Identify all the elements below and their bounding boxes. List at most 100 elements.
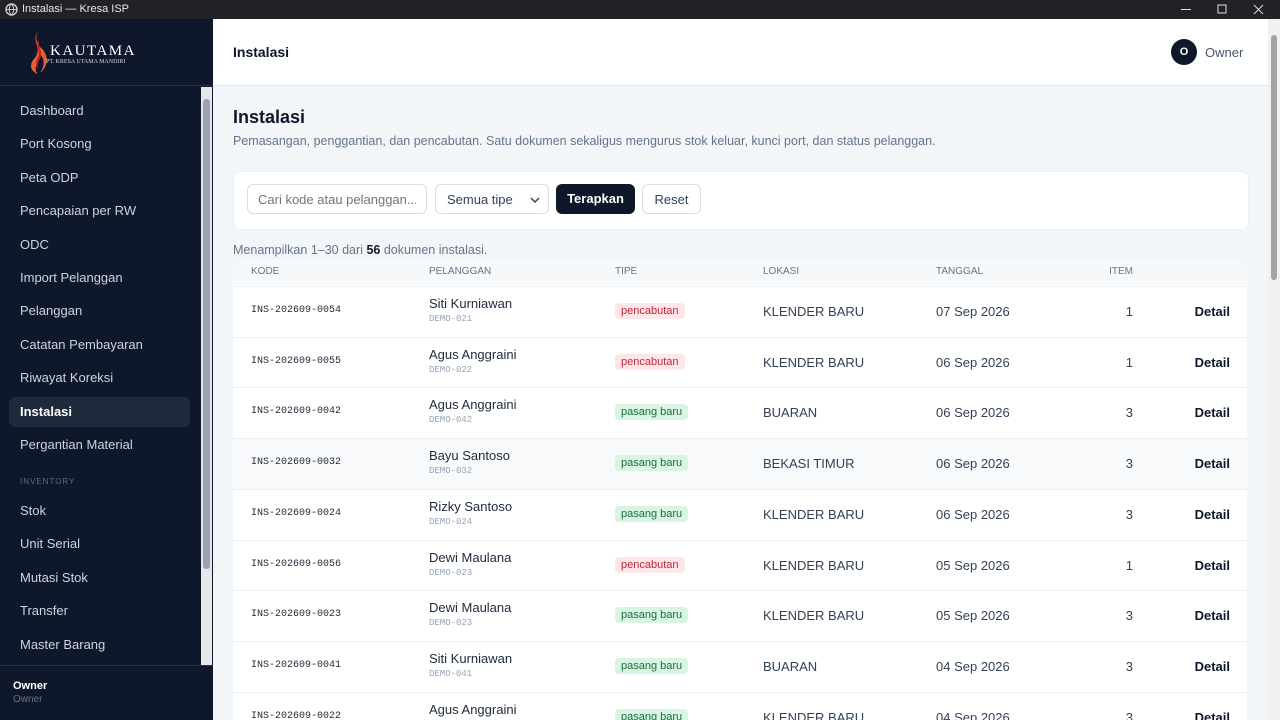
table-row[interactable] [233, 691, 1247, 720]
divider [0, 665, 213, 666]
date: 06 Sep 2026 [936, 405, 1010, 421]
item-count: 3 [1125, 405, 1133, 421]
page-scrollbar[interactable] [1268, 19, 1280, 720]
location: KLENDER BARU [763, 304, 865, 319]
install-code: INS-202609-0023 [251, 609, 342, 621]
header-user[interactable]: Owner [1205, 45, 1244, 60]
install-code: INS-202609-0054 [251, 305, 342, 316]
user-name: Owner [13, 680, 48, 692]
customer-code: DEMO-023 [429, 618, 473, 629]
table-row[interactable] [233, 640, 1247, 692]
install-code: INS-202609-0055 [251, 355, 342, 367]
nav-item[interactable]: Port Kosong [20, 136, 92, 152]
location: KLENDER BARU [763, 608, 865, 624]
column-header: PELANGGAN [429, 266, 492, 277]
customer-name: Rizky Santoso [429, 498, 513, 514]
nav-item[interactable]: Peta ODP [20, 169, 79, 185]
type-badge: pencabutan [615, 556, 685, 573]
apply-button[interactable]: Terapkan [556, 184, 635, 214]
customer-code: DEMO-024 [429, 516, 473, 527]
type-select[interactable]: Semua tipe [435, 184, 549, 214]
nav-item[interactable]: Instalasi [9, 396, 190, 427]
detail-link[interactable]: Detail [1194, 405, 1230, 421]
install-code: INS-202609-0022 [251, 710, 342, 720]
location: KLENDER BARU [763, 506, 865, 522]
detail-link[interactable]: Detail [1194, 658, 1230, 674]
item-count: 3 [1125, 608, 1133, 624]
nav-item[interactable]: Dashboard [20, 103, 84, 118]
customer-code: DEMO-021 [429, 314, 473, 324]
user-role: Owner [13, 694, 43, 705]
avatar[interactable]: O [1171, 39, 1197, 65]
nav-item[interactable]: Catatan Pembayaran [20, 336, 143, 352]
table-header [233, 260, 1247, 285]
detail-link[interactable]: Detail [1194, 608, 1230, 624]
customer-name: Siti Kurniawan [429, 650, 513, 666]
type-badge: pasang baru [615, 607, 689, 624]
table-row[interactable] [233, 488, 1247, 540]
date: 06 Sep 2026 [936, 456, 1010, 472]
location: BUARAN [763, 658, 818, 674]
nav-item[interactable]: Mutasi Stok [20, 569, 88, 585]
date: 04 Sep 2026 [936, 709, 1010, 720]
summary-prefix: Menampilkan 1–30 dari [233, 243, 363, 257]
column-header: KODE [251, 266, 280, 277]
install-code: INS-202609-0042 [251, 406, 342, 418]
location: BEKASI TIMUR [763, 456, 855, 472]
detail-link[interactable]: Detail [1194, 456, 1230, 472]
header-title: Instalasi [233, 44, 290, 60]
item-count: 3 [1125, 456, 1133, 472]
main: Instalasi O Owner Instalasi Pemasangan, … [213, 19, 1268, 720]
location: KLENDER BARU [763, 354, 865, 370]
item-count: 1 [1125, 557, 1133, 573]
type-badge: pasang baru [615, 505, 689, 522]
select-label: Semua tipe [447, 192, 513, 207]
location: BUARAN [763, 405, 818, 421]
nav-item[interactable]: Import Pelanggan [20, 270, 123, 285]
item-count: 3 [1125, 506, 1133, 522]
brand-tagline: PT. KRESA UTAMA MANDIRI [46, 59, 126, 65]
customer-name: Dewi Maulana [429, 600, 512, 616]
type-badge: pasang baru [615, 708, 689, 720]
detail-link[interactable]: Detail [1194, 304, 1230, 319]
customer-code: DEMO-032 [429, 466, 473, 477]
app-icon [5, 3, 18, 16]
date: 06 Sep 2026 [936, 354, 1010, 370]
logo-mark [31, 31, 47, 74]
nav-item[interactable]: ODC [20, 236, 49, 252]
table-row[interactable] [233, 590, 1247, 641]
nav-item[interactable]: Pencapaian per RW [20, 203, 137, 219]
date: 05 Sep 2026 [936, 557, 1010, 573]
customer-name: Dewi Maulana [429, 549, 512, 565]
nav-item[interactable]: Pergantian Material [20, 437, 133, 452]
nav-item[interactable]: Stok [20, 503, 47, 518]
top-bar: Instalasi O Owner [213, 19, 1268, 86]
location: KLENDER BARU [763, 557, 865, 573]
table-row[interactable] [233, 336, 1247, 388]
sidebar: KAUTAMA PT. KRESA UTAMA MANDIRI Dashboar… [0, 19, 213, 720]
detail-link[interactable]: Detail [1194, 557, 1230, 573]
page-title: Instalasi [233, 107, 306, 127]
table-row[interactable] [233, 387, 1247, 438]
nav-item[interactable]: Transfer [20, 603, 68, 619]
nav-item[interactable]: Unit Serial [20, 536, 80, 552]
customer-code: DEMO-042 [429, 415, 473, 426]
window-controls[interactable] [1170, 0, 1280, 19]
detail-link[interactable]: Detail [1194, 506, 1230, 522]
nav-item[interactable]: Master Barang [20, 636, 106, 652]
search-input[interactable] [247, 184, 427, 214]
detail-link[interactable]: Detail [1194, 709, 1230, 720]
detail-link[interactable]: Detail [1194, 354, 1230, 370]
nav-item[interactable]: Pelanggan [20, 303, 83, 319]
table-row[interactable] [233, 286, 1247, 337]
customer-name: Agus Anggraini [429, 346, 517, 362]
nav-section: INVENTORY [20, 477, 76, 486]
customer-code: DEMO-023 [429, 567, 473, 578]
table-row[interactable] [233, 539, 1247, 591]
summary: Menampilkan 1–30 dari 56 dokumen instala… [233, 243, 487, 257]
nav-item[interactable]: Riwayat Koreksi [20, 370, 114, 386]
item-count: 1 [1125, 354, 1133, 370]
table-row[interactable] [233, 438, 1247, 490]
reset-button[interactable]: Reset [642, 184, 701, 214]
scrollbar[interactable] [201, 87, 212, 665]
